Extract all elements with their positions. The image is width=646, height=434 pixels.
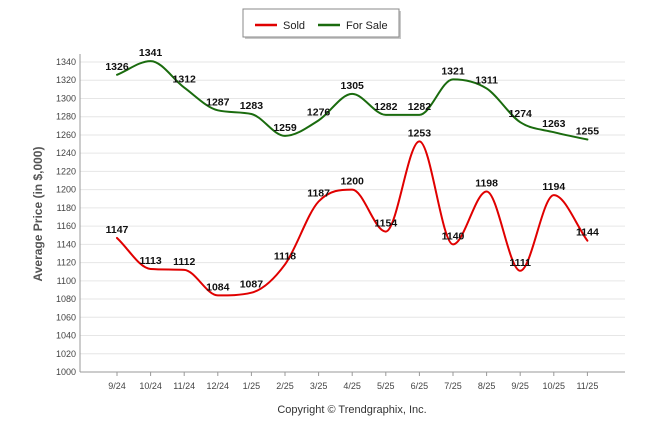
data-label-sold: 1154: [374, 218, 397, 230]
x-tick-label: 7/25: [444, 381, 462, 391]
legend-label-sold: Sold: [283, 20, 305, 32]
y-tick-label: 1100: [57, 276, 76, 286]
data-label-sold: 1194: [542, 181, 565, 193]
y-tick-label: 1320: [56, 75, 76, 85]
y-tick-label: 1340: [56, 57, 76, 67]
data-label-sold: 1187: [307, 188, 330, 200]
data-label-sold: 1112: [173, 256, 195, 268]
data-labels: 1147 1113 1112 1084 1087 1118 1187 1200 1154 1253…: [105, 47, 599, 293]
data-label-for-sale: 1274: [509, 108, 533, 120]
data-label-for-sale: 1263: [542, 118, 566, 130]
x-tick-label: 10/24: [139, 381, 162, 391]
data-label-sold: 1253: [408, 127, 432, 139]
x-tick-label: 3/25: [310, 381, 328, 391]
y-tick-labels: 1000 1020 1040 1060 1080 1100 1120 1140 1160 1180…: [56, 57, 76, 377]
grid-lines: [80, 61, 625, 373]
y-tick-label: 1140: [57, 239, 76, 249]
y-tick-label: 1060: [56, 312, 76, 322]
x-tick-label: 10/25: [543, 381, 566, 391]
legend: Sold For Sale: [242, 8, 401, 39]
data-label-for-sale: 1326: [105, 61, 129, 73]
series-line-sold: [116, 140, 589, 297]
data-label-for-sale: 1341: [139, 47, 163, 59]
x-tick-label: 8/25: [478, 381, 496, 391]
series-line-for-sale: [116, 60, 589, 141]
data-label-for-sale: 1259: [273, 122, 297, 134]
x-tick-label: 1/25: [243, 381, 261, 391]
y-tick-label: 1000: [56, 367, 76, 377]
x-tick-label: 11/25: [576, 381, 598, 391]
y-tick-label: 1040: [56, 331, 76, 341]
axes: [79, 54, 625, 376]
data-label-sold: 1198: [475, 177, 498, 189]
data-label-for-sale: 1282: [408, 101, 432, 113]
copyright-credit: Copyright © Trendgraphix, Inc.: [277, 404, 426, 416]
data-label-for-sale: 1311: [475, 74, 498, 86]
series-lines: [116, 60, 589, 297]
x-tick-label: 6/25: [411, 381, 429, 391]
data-label-for-sale: 1321: [441, 65, 465, 77]
data-label-sold: 1140: [442, 230, 465, 242]
y-tick-label: 1080: [56, 294, 76, 304]
data-label-for-sale: 1287: [206, 96, 230, 108]
x-tick-label: 2/25: [276, 381, 294, 391]
x-tick-label: 11/24: [173, 381, 195, 391]
data-label-sold: 1147: [106, 224, 129, 236]
data-label-sold: 1118: [274, 250, 296, 262]
y-tick-label: 1120: [57, 258, 76, 268]
data-label-for-sale: 1255: [576, 126, 600, 138]
data-label-for-sale: 1276: [307, 106, 331, 118]
legend-box: [242, 8, 400, 38]
y-tick-label: 1180: [57, 203, 76, 213]
y-tick-label: 1300: [56, 93, 76, 103]
y-axis-title: Average Price (in $,000): [31, 147, 45, 282]
y-tick-label: 1260: [56, 130, 76, 140]
y-tick-label: 1280: [56, 112, 76, 122]
x-tick-label: 4/25: [343, 381, 361, 391]
y-tick-label: 1240: [56, 148, 76, 158]
data-label-for-sale: 1283: [240, 100, 264, 112]
data-label-sold: 1111: [509, 257, 531, 269]
x-tick-label: 5/25: [377, 381, 395, 391]
x-tick-label: 12/24: [207, 381, 230, 391]
data-label-sold: 1084: [206, 281, 230, 293]
y-tick-label: 1160: [57, 221, 76, 231]
y-tick-label: 1220: [56, 166, 76, 176]
data-label-sold: 1144: [576, 227, 599, 239]
data-label-sold: 1113: [139, 255, 161, 267]
x-tick-label: 9/25: [511, 381, 529, 391]
legend-label-for-sale: For Sale: [346, 20, 388, 32]
x-tick-label: 9/24: [108, 381, 126, 391]
x-tick-labels: 9/24 10/24 11/24 12/24 1/25 2/25 3/25 4/25 5/25 6…: [108, 381, 598, 391]
data-label-sold: 1200: [341, 176, 365, 188]
data-label-for-sale: 1312: [173, 74, 197, 86]
data-label-for-sale: 1305: [341, 80, 365, 92]
data-label-sold: 1087: [240, 279, 264, 291]
y-tick-label: 1200: [56, 185, 76, 195]
y-tick-label: 1020: [56, 349, 76, 359]
data-label-for-sale: 1282: [374, 101, 398, 113]
